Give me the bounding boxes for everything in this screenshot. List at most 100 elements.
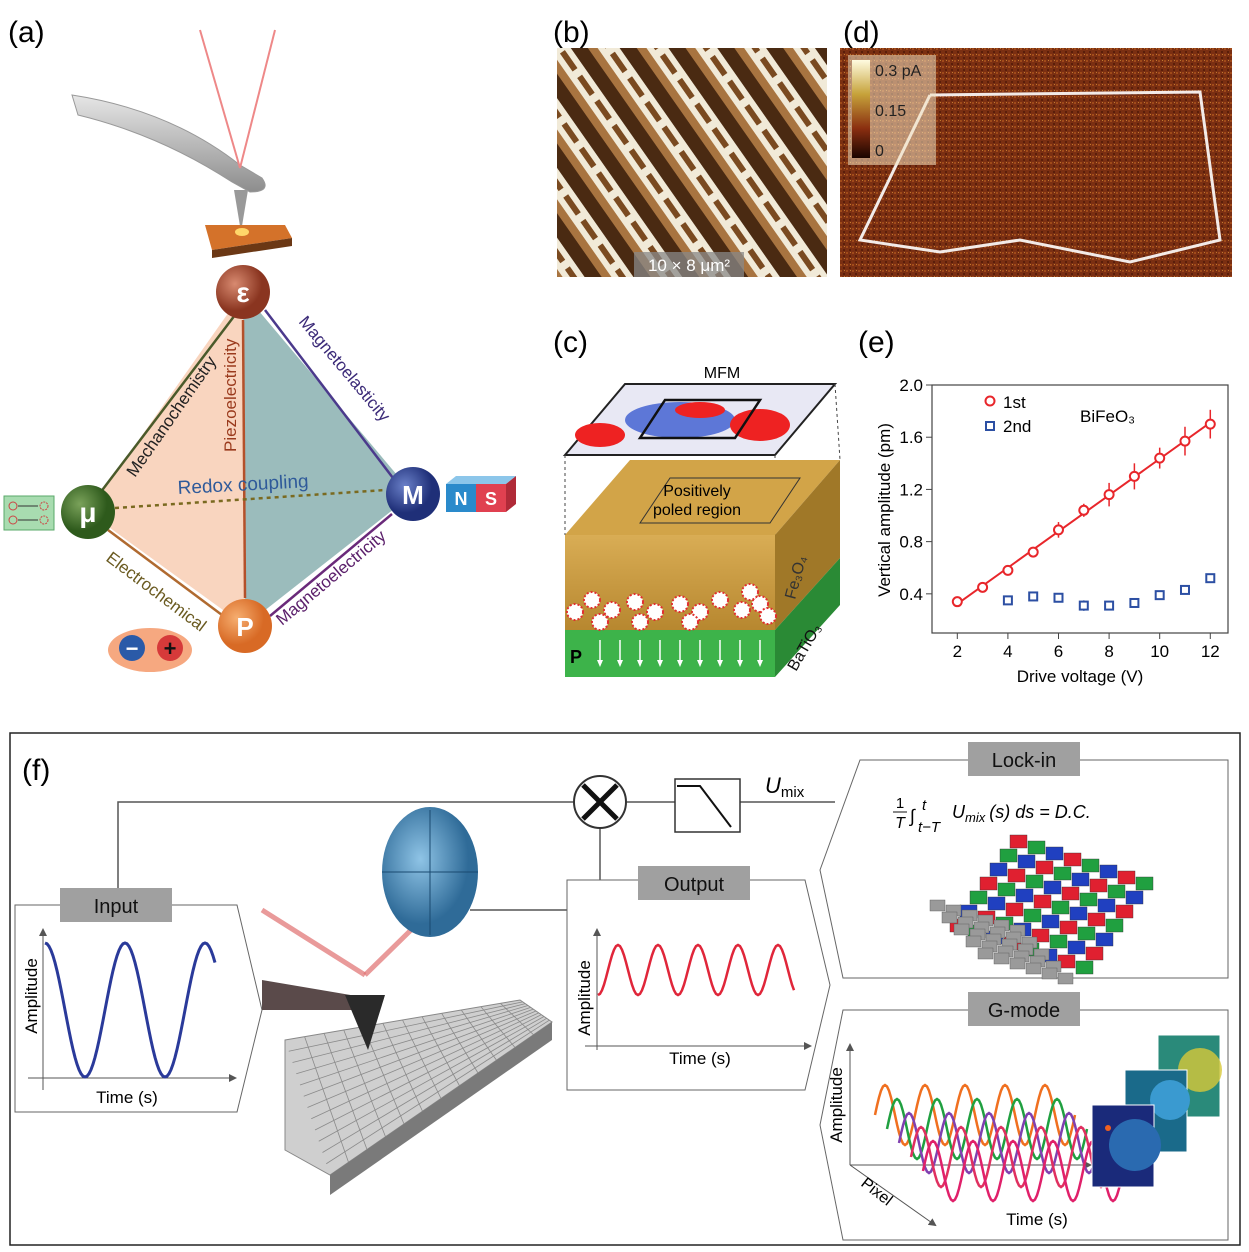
arrow-head: [757, 660, 763, 667]
chemical-symbol: μ: [79, 497, 96, 528]
redox-arrow: [114, 488, 386, 510]
pixel: [1007, 868, 1026, 883]
pixel: [1089, 878, 1108, 893]
lockin-pixel-map: [929, 834, 1154, 985]
arrow-head: [677, 660, 683, 667]
x-tick-label: 12: [1201, 642, 1220, 661]
ion-diffusion-icon: [3, 495, 55, 531]
laser-beam-out: [239, 29, 276, 169]
pixel: [1135, 876, 1154, 891]
scale-label: 10 × 8 μm²: [648, 256, 730, 275]
y-tick-label: 0.8: [899, 533, 923, 552]
input-title: Input: [94, 896, 139, 918]
polarization-symbol: P: [236, 612, 253, 642]
pixel: [1027, 840, 1046, 855]
right-region: [243, 292, 413, 626]
output-title: Output: [664, 874, 724, 896]
y-tick-label: 1.2: [899, 480, 923, 499]
pixel: [997, 882, 1016, 897]
pixel: [1045, 846, 1064, 861]
data-point-2nd: [1179, 584, 1190, 595]
coupling-triangle: Mechanochemistry Piezoelectricity Magnet…: [88, 292, 413, 635]
magnetoelasticity-arrow: [264, 309, 394, 479]
oxygen-vacancy: [671, 595, 689, 613]
pixel: [1035, 860, 1054, 875]
output-box: [566, 879, 831, 1091]
umix-label: Umix: [765, 773, 805, 801]
heterostructure: [565, 460, 840, 677]
colorbar: [852, 60, 870, 158]
legend-marker-2nd: [985, 421, 995, 431]
pixel: [1125, 890, 1144, 905]
oxygen-vacancy: [681, 613, 699, 631]
pixel: [1107, 884, 1126, 899]
pixel: [1059, 920, 1078, 935]
arrow-head: [617, 660, 623, 667]
data-point-1st: [1154, 452, 1166, 464]
polarization-arrows: [597, 640, 763, 667]
piezoelectricity-arrow: [241, 319, 247, 599]
gmode-x-label: Time (s): [1006, 1210, 1068, 1229]
node-chemical: μ: [61, 485, 115, 539]
pixel-base: [993, 952, 1010, 965]
afm-setup-illustration: [260, 807, 553, 1195]
legend-marker-1st: [984, 395, 996, 407]
node-polarization: P: [218, 599, 272, 653]
label-piezoelectricity: Piezoelectricity: [221, 338, 240, 452]
pixel-base: [941, 911, 958, 924]
pixel: [1053, 866, 1072, 881]
mfm-label: MFM: [704, 365, 740, 382]
pixel: [1043, 880, 1062, 895]
electrochemical-arrow: [107, 528, 223, 617]
sample: [205, 225, 292, 250]
laser-beam-in: [199, 29, 241, 169]
pixel: [1087, 912, 1106, 927]
oxygen-vacancy: [626, 593, 644, 611]
pixel-base: [965, 935, 982, 948]
pixel-base: [1057, 972, 1074, 985]
pixel: [999, 848, 1018, 863]
y-axis-label: Vertical amplitude (pm): [875, 423, 894, 597]
lockin-title: Lock-in: [992, 750, 1056, 772]
pixel: [1077, 926, 1096, 941]
formula-lower-limit: t−T: [918, 819, 942, 836]
sample-grid-line: [322, 1017, 547, 1153]
oxygen-vacancy: [691, 603, 709, 621]
y-tick-label: 1.6: [899, 428, 923, 447]
data-point-1st: [1078, 504, 1090, 516]
data-point-2nd: [1002, 595, 1013, 606]
data-point-2nd: [1078, 600, 1089, 611]
pixel-base: [953, 923, 970, 936]
data-point-1st: [1027, 546, 1039, 558]
low-pass-filter-icon: [674, 778, 741, 833]
pixel: [1009, 834, 1028, 849]
conductive-wall-trace: [857, 90, 1222, 264]
formula-numerator: 1: [896, 795, 904, 812]
positive-charge: +: [164, 636, 177, 661]
arrow-head: [597, 660, 603, 667]
negative-charge: −: [126, 636, 139, 661]
x-tick-label: 10: [1150, 642, 1169, 661]
poled-region-line2: poled region: [653, 502, 741, 519]
afm-cantilever-illustration: [71, 29, 292, 258]
gmode-waveforms: [873, 1083, 1125, 1203]
output-x-label: Time (s): [669, 1049, 731, 1068]
panel-f-frame: [9, 732, 1241, 1246]
pixel: [1025, 874, 1044, 889]
poled-region-line1: Positively: [663, 483, 731, 500]
mfm-image-plane: [562, 383, 838, 456]
data-point-2nd: [1104, 600, 1115, 611]
pixel: [1051, 900, 1070, 915]
data-point-1st: [951, 596, 963, 608]
x-tick-label: 2: [953, 642, 962, 661]
pixel: [1085, 946, 1104, 961]
data-point-1st: [1002, 564, 1014, 576]
formula-integrand: Umix (s) ds = D.C.: [952, 802, 1091, 825]
pixel: [1017, 854, 1036, 869]
panel-a-label: (a): [8, 16, 45, 49]
legend-label-2nd: 2nd: [1003, 417, 1031, 436]
oxygen-vacancy: [741, 583, 759, 601]
gmode-y-label: Amplitude: [827, 1067, 846, 1143]
pixel: [1033, 894, 1052, 909]
